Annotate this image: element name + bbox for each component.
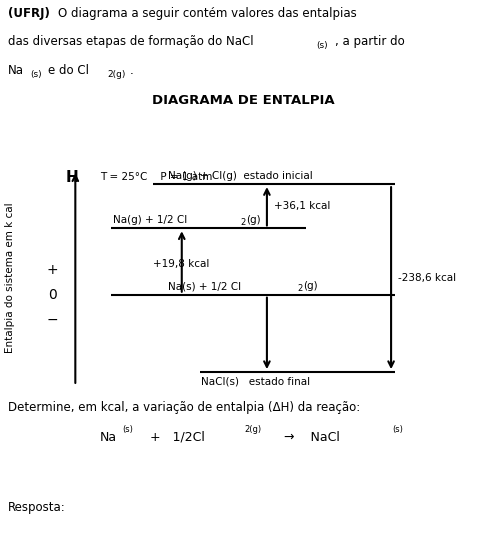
Text: -238,6 kcal: -238,6 kcal [398,273,456,283]
Text: Na(g) + 1/2 Cl: Na(g) + 1/2 Cl [113,215,187,225]
Text: e do Cl: e do Cl [48,64,89,77]
Text: 2(g): 2(g) [244,425,261,434]
Text: 0: 0 [48,288,57,302]
Text: DIAGRAMA DE ENTALPIA: DIAGRAMA DE ENTALPIA [152,94,334,107]
Text: (g): (g) [246,215,261,225]
Text: −: − [47,312,58,326]
Text: das diversas etapas de formação do NaCl: das diversas etapas de formação do NaCl [8,35,254,48]
Text: 2: 2 [241,218,246,227]
Text: H: H [66,170,78,185]
Text: Determine, em kcal, a variação de entalpia (ΔH) da reação:: Determine, em kcal, a variação de entalp… [8,401,360,414]
Text: (s): (s) [30,70,42,79]
Text: Na(g) + Cl(g)  estado inicial: Na(g) + Cl(g) estado inicial [168,171,312,181]
Text: O diagrama a seguir contém valores das entalpias: O diagrama a seguir contém valores das e… [58,7,357,20]
Text: Resposta:: Resposta: [8,501,66,514]
Text: NaCl(s)   estado final: NaCl(s) estado final [201,376,311,386]
Text: +   1/2Cl: + 1/2Cl [142,431,205,444]
Text: (UFRJ): (UFRJ) [8,7,50,20]
Text: +: + [47,263,58,277]
Text: →    NaCl: → NaCl [272,431,340,444]
Text: Na: Na [100,431,117,444]
Text: Na(s) + 1/2 Cl: Na(s) + 1/2 Cl [168,281,241,291]
Text: 2(g): 2(g) [107,70,125,79]
Text: (s): (s) [122,425,133,434]
Text: +36,1 kcal: +36,1 kcal [274,201,330,211]
Text: (s): (s) [392,425,403,434]
Text: , a partir do: , a partir do [335,35,405,48]
Text: T = 25°C    P = 1 atm: T = 25°C P = 1 atm [100,172,212,182]
Text: +19,8 kcal: +19,8 kcal [154,259,210,269]
Text: Na: Na [8,64,24,77]
Text: Entalpia do sistema em k cal: Entalpia do sistema em k cal [5,203,15,353]
Text: (s): (s) [316,41,328,50]
Text: .: . [130,64,134,77]
Text: 2: 2 [297,285,302,293]
Text: (g): (g) [303,281,317,291]
